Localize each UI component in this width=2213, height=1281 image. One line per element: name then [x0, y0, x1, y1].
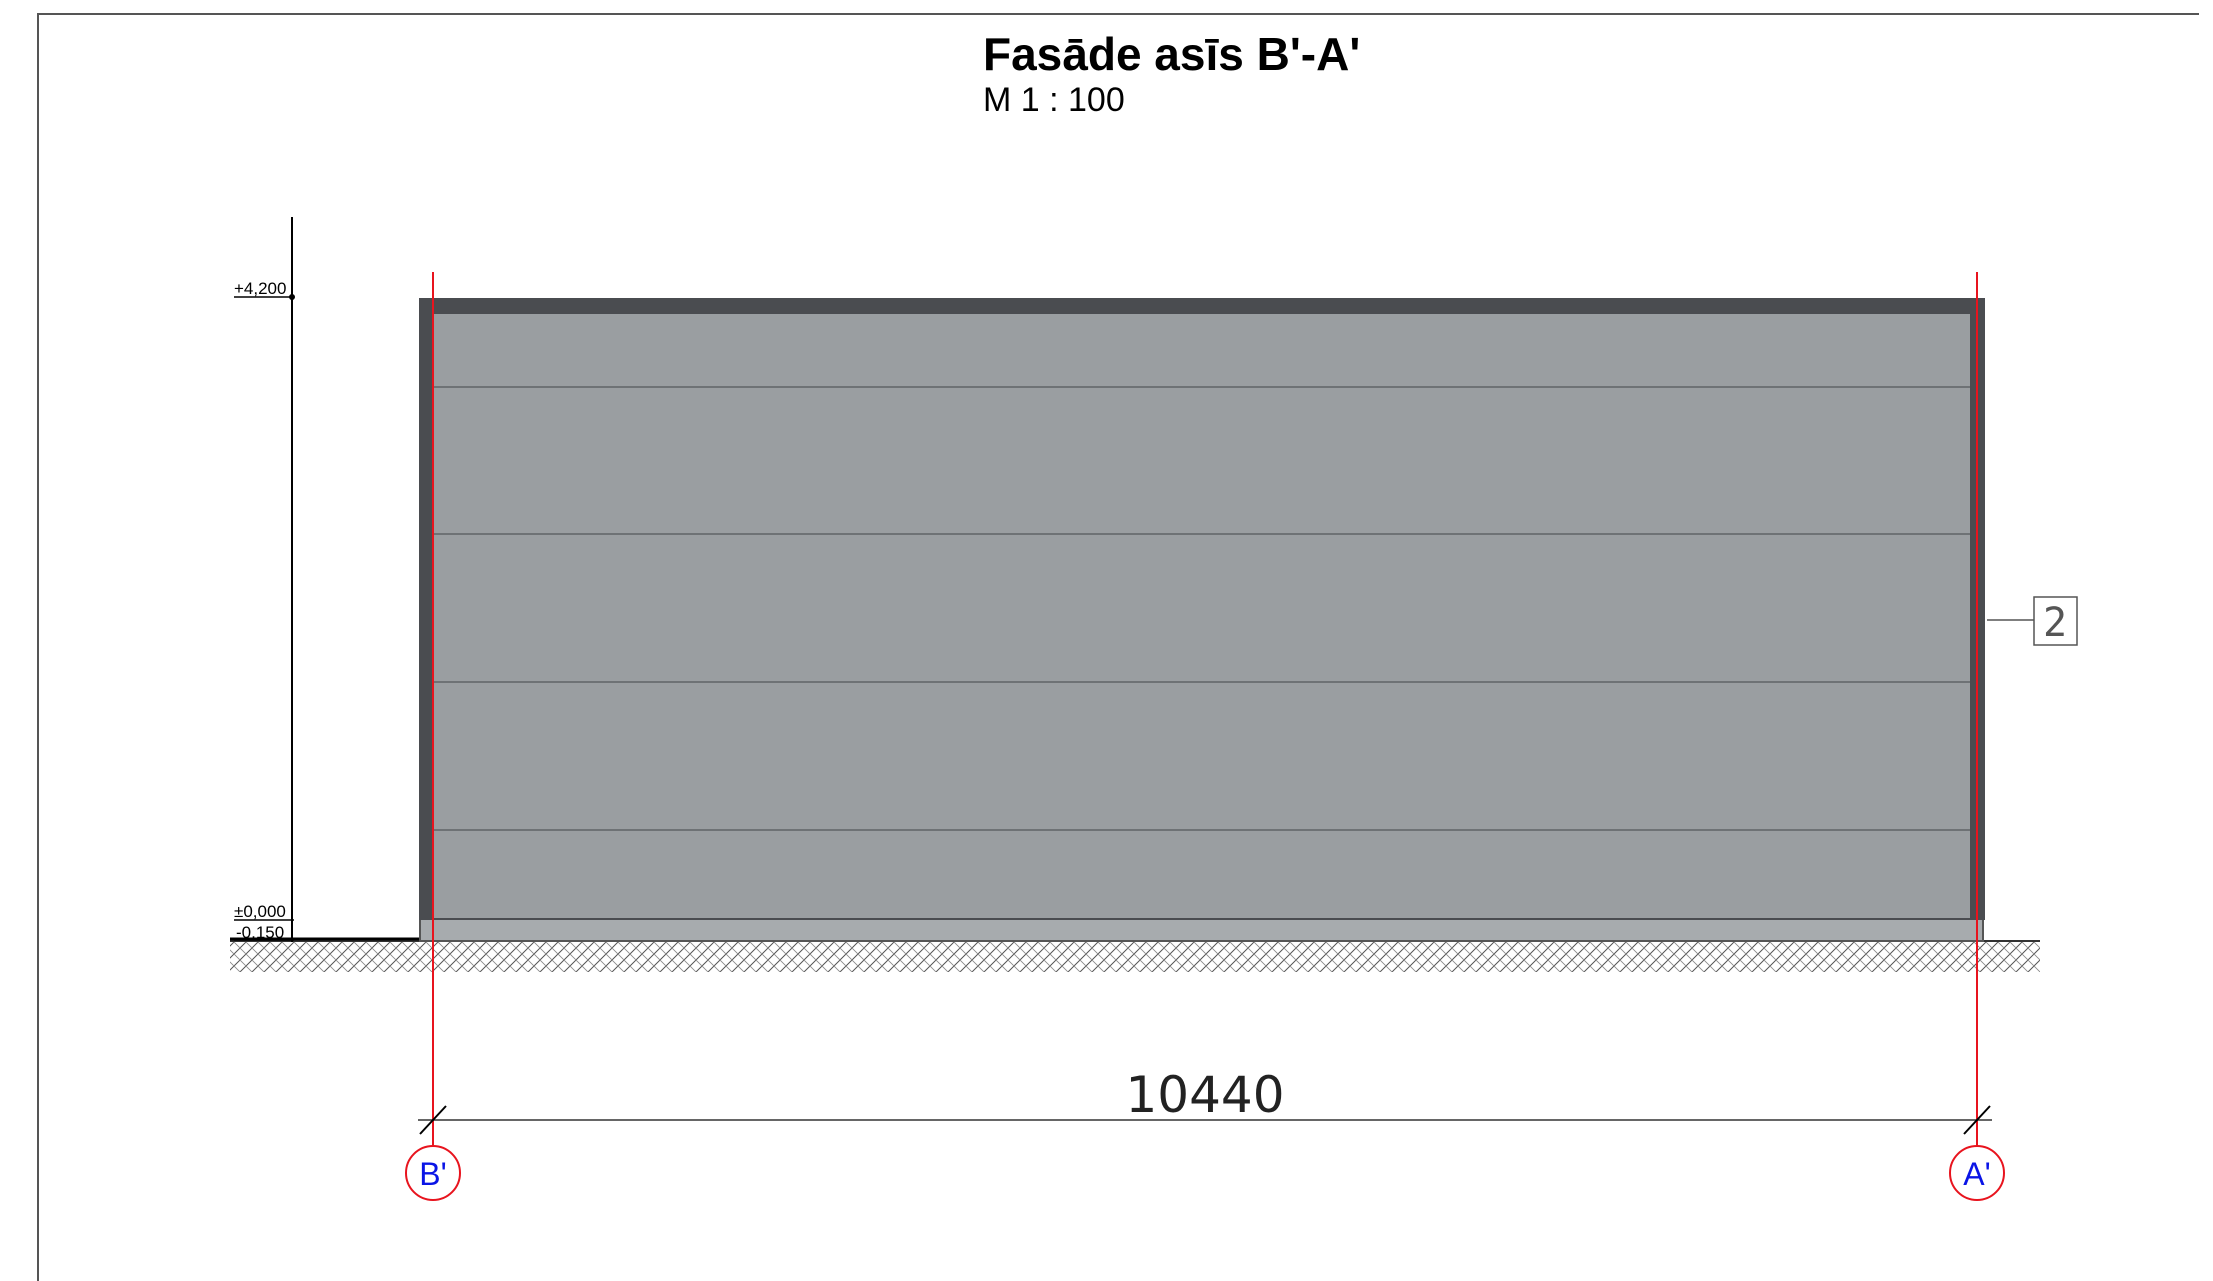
- dimension-tick: [419, 1105, 447, 1135]
- dimension-label: 10440: [1125, 1066, 1284, 1124]
- axis-bubble-b: [405, 1145, 461, 1201]
- sheet-border: [37, 13, 2199, 1281]
- elevation-label-ground: -0,150: [236, 923, 284, 942]
- axis-label-b: B': [419, 1156, 446, 1192]
- axis-bubble-a: [1949, 1145, 2005, 1201]
- material-marker-label: 2: [2043, 600, 2067, 646]
- material-marker-box: [2033, 596, 2078, 646]
- elevation-point: [289, 294, 295, 300]
- ground-hatch: [230, 942, 2040, 972]
- drawing-title: Fasāde asīs B'-A': [983, 28, 1360, 80]
- plinth: [419, 918, 1984, 942]
- elevation-label-top: +4,200: [234, 279, 286, 298]
- drawing-scale: M 1 : 100: [983, 81, 1125, 119]
- dimension-tick: [1963, 1105, 1991, 1135]
- facade-cladding: [434, 314, 1970, 918]
- axis-label-a: A': [1963, 1156, 1990, 1192]
- elevation-label-zero: ±0,000: [234, 902, 286, 921]
